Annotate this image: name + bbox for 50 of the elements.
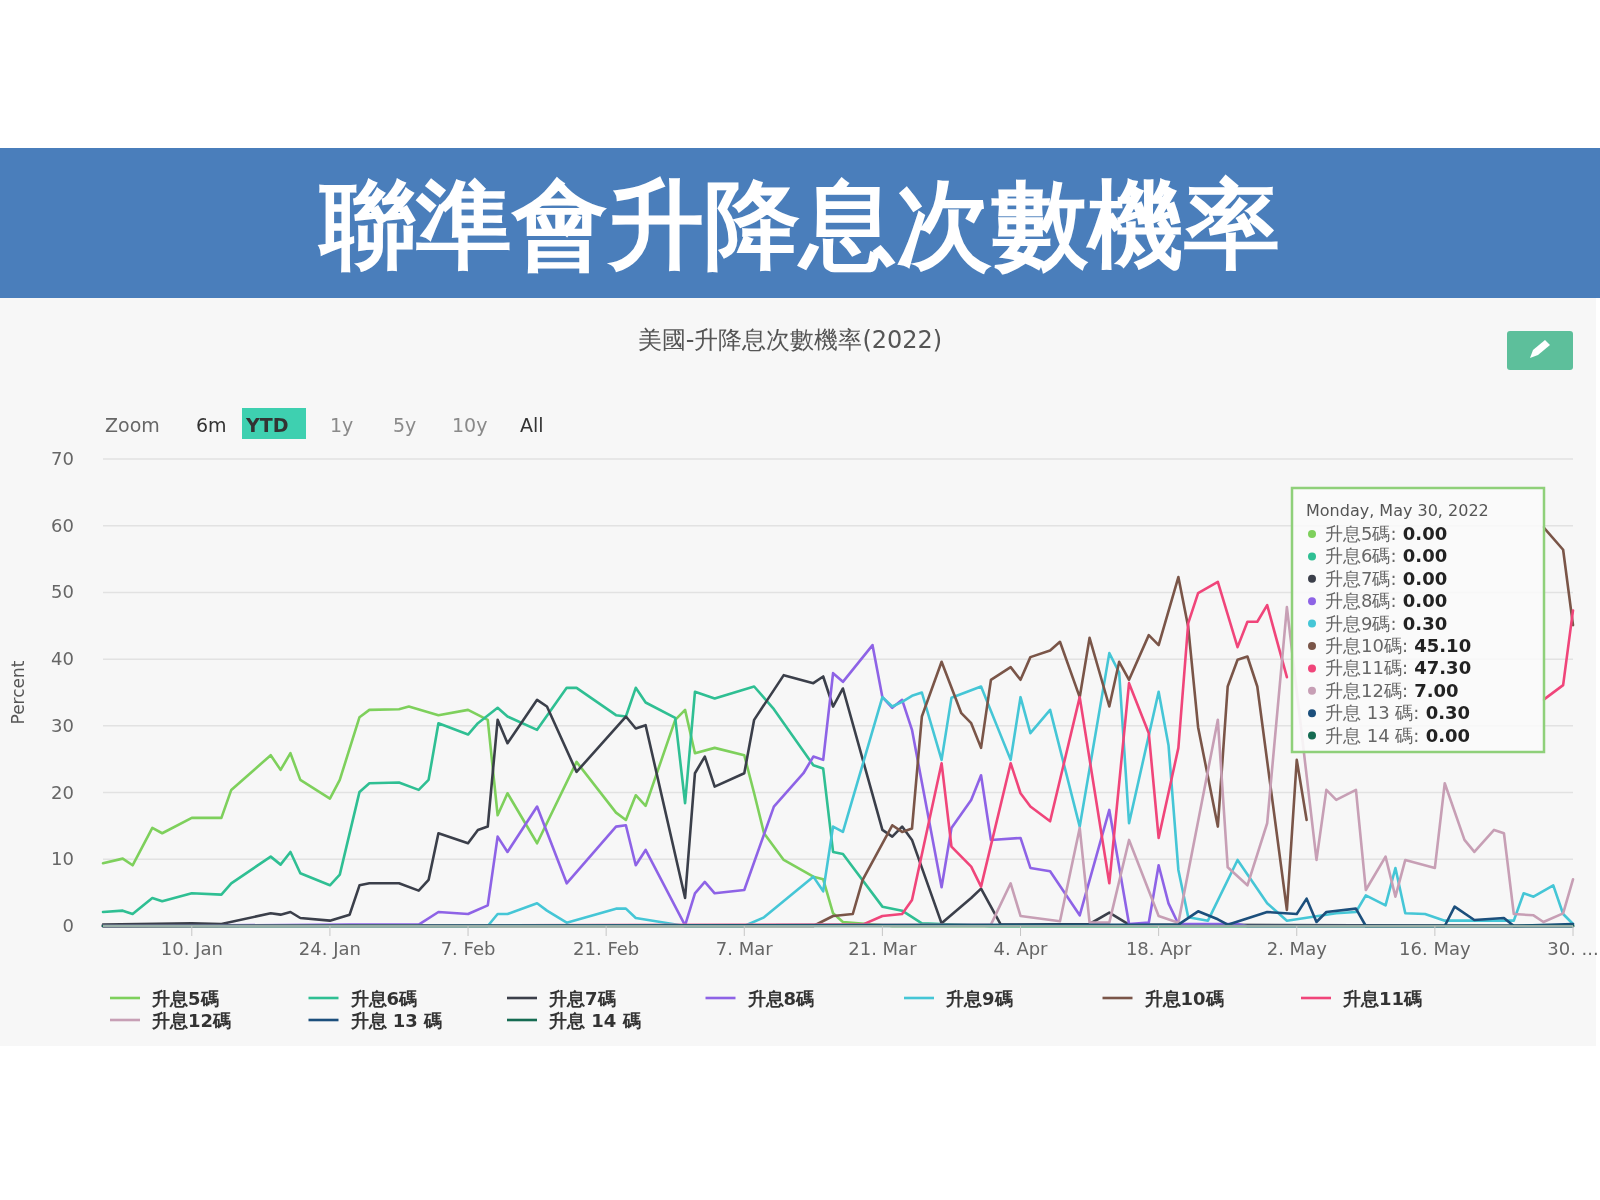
x-tick-label: 4. Apr <box>993 938 1049 959</box>
text: YTD <box>245 414 289 436</box>
annotation: 升息 14 碼: 0.00 <box>1325 724 1471 746</box>
legend-label: 升息9碼 <box>945 988 1013 1009</box>
legend-label: 升息 14 碼 <box>548 1010 641 1031</box>
legend-label: 升息5碼 <box>151 988 219 1009</box>
y-tick-label: 0 <box>62 915 74 936</box>
legend-label: 升息8碼 <box>746 988 815 1009</box>
y-tick-label: 30 <box>51 714 74 736</box>
text: All <box>520 414 544 436</box>
x-tick-label: 7. Mar <box>715 938 774 959</box>
x-tick-label: 2. May <box>1266 938 1328 959</box>
y-axis-title: Percent <box>8 660 28 725</box>
x-tick-label: 24. Jan <box>298 938 361 959</box>
x-tick-label: 21. Mar <box>848 938 918 959</box>
y-tick-label: 20 <box>51 781 74 803</box>
y-tick-label: 60 <box>51 514 74 536</box>
x-tick-label: 21. Feb <box>573 938 640 959</box>
text: Zoom <box>105 414 160 436</box>
annotation: 升息7碼: 0.00 <box>1325 567 1448 589</box>
text: 6m <box>196 414 227 436</box>
x-tick-label: 7. Feb <box>440 938 496 959</box>
text: 10y <box>452 414 488 436</box>
text: 1y <box>330 414 354 436</box>
x-tick-label: 18. Apr <box>1125 938 1192 959</box>
y-tick-label: 10 <box>51 848 74 870</box>
chart-subtitle: 美國-升降息次數機率(2022) <box>637 326 943 354</box>
legend-label: 升息12碼 <box>151 1010 232 1031</box>
legend-label: 升息11碼 <box>1342 988 1423 1009</box>
text: 5y <box>393 414 417 436</box>
annotation: 升息6碼: 0.00 <box>1325 545 1448 567</box>
annotation: 升息 13 碼: 0.30 <box>1325 702 1471 724</box>
chart-title: 聯準會升降息次數機率 <box>317 169 1280 281</box>
y-tick-label: 40 <box>51 648 74 670</box>
legend-label: 升息10碼 <box>1143 988 1224 1009</box>
annotation: 升息9碼: 0.30 <box>1325 612 1448 634</box>
legend-label: 升息7碼 <box>548 988 616 1009</box>
y-tick-label: 70 <box>51 448 74 469</box>
annotation: Monday, May 30, 2022 <box>1306 501 1489 520</box>
legend-label: 升息6碼 <box>349 988 418 1009</box>
annotation: 升息11碼: 47.30 <box>1325 657 1472 679</box>
x-tick-label: 16. May <box>1399 938 1472 959</box>
y-tick-label: 50 <box>51 581 74 603</box>
annotation: 升息8碼: 0.00 <box>1325 590 1448 612</box>
annotation: 升息12碼: 7.00 <box>1325 679 1459 701</box>
x-tick-label: 10. Jan <box>160 938 223 959</box>
legend-label: 升息 13 碼 <box>349 1010 443 1031</box>
annotation: 升息5碼: 0.00 <box>1325 523 1448 544</box>
annotation: 升息10碼: 45.10 <box>1325 635 1472 656</box>
x-tick-label: 30. ... <box>1547 938 1599 959</box>
